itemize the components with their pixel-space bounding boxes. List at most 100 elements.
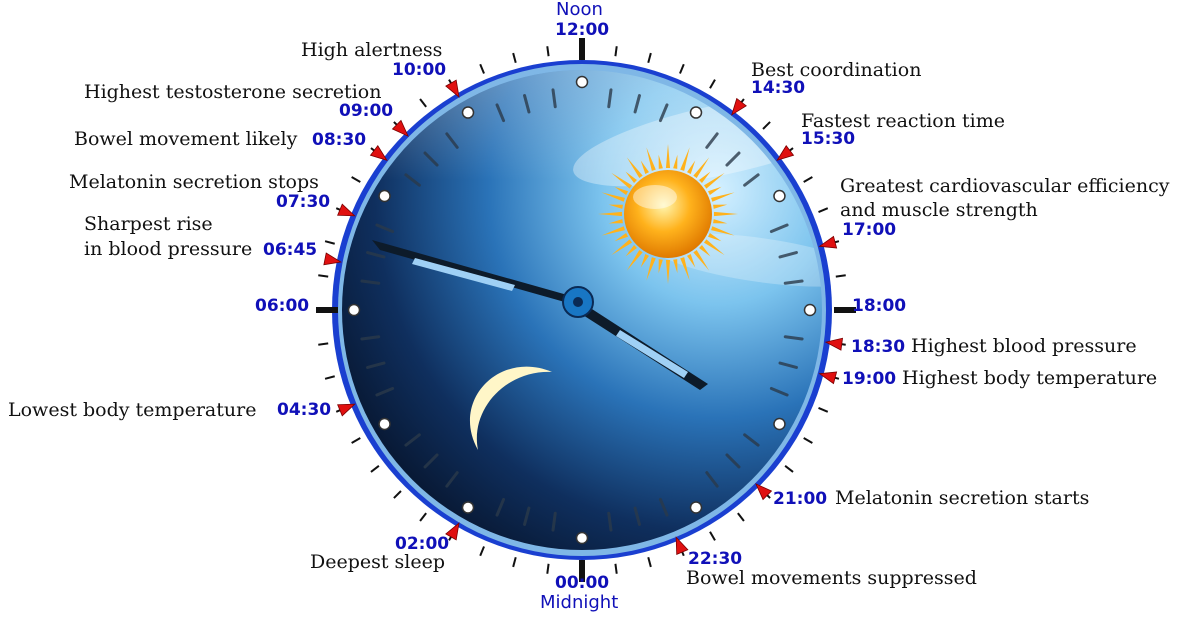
inner-tick	[769, 386, 789, 397]
six-am-time: 06:00	[255, 296, 310, 316]
hour-dot	[575, 531, 589, 545]
sun-ray	[601, 226, 625, 236]
hour-dot	[378, 417, 391, 431]
inner-tick	[705, 471, 719, 488]
inner-tick	[423, 151, 439, 167]
sun-ray	[640, 254, 649, 268]
clock-hands	[372, 240, 708, 390]
sun-ray	[693, 249, 710, 271]
inner-tick	[375, 223, 395, 234]
noon-caption: Noon	[556, 0, 603, 20]
outer-tick	[818, 207, 829, 213]
outer-tick	[546, 563, 550, 574]
sun-ray	[713, 219, 728, 224]
outer-tick	[647, 52, 652, 63]
inner-tick	[423, 453, 439, 469]
outer-tick	[546, 46, 550, 57]
sun-ray	[687, 254, 696, 268]
inner-tick	[658, 103, 669, 123]
inner-tick	[705, 132, 719, 149]
midnight-time: 00:00	[555, 573, 610, 593]
inner-tick	[445, 132, 459, 149]
sun-ray	[680, 147, 690, 171]
event-label-highest-body-temp: Highest body temperature	[902, 367, 1158, 389]
event-time-bowel-suppressed: 22:30	[688, 549, 743, 569]
sun-ray	[611, 172, 633, 189]
hour-dot	[461, 106, 475, 119]
event-time-highest-body-temp: 19:00	[842, 369, 897, 389]
outer-tick	[709, 531, 716, 541]
marker-cardio-efficiency	[818, 235, 838, 249]
sun-ray	[673, 259, 678, 274]
marker-fastest-reaction	[776, 145, 795, 161]
inner-tick	[633, 506, 641, 526]
sun-ray	[693, 157, 710, 179]
inner-tick	[769, 223, 789, 234]
event-label-high-alertness: High alertness	[301, 39, 443, 61]
outer-tick	[803, 437, 813, 444]
outer-tick	[614, 563, 618, 574]
inner-tick	[404, 433, 421, 447]
outer-tick	[419, 512, 427, 522]
event-label-best-coordination: Best coordination	[751, 59, 922, 81]
event-label-bowel-movement-likely: Bowel movement likely	[74, 128, 298, 150]
inner-tick	[360, 335, 381, 341]
outer-tick	[784, 465, 794, 473]
sun-ray	[611, 239, 633, 256]
marker-highest-bp	[824, 337, 844, 351]
inner-tick	[783, 279, 804, 285]
event-time-melatonin-starts: 21:00	[773, 489, 828, 509]
sun-ray	[711, 192, 735, 202]
sun-ray	[665, 259, 671, 284]
event-time-melatonin-stops: 07:30	[276, 192, 331, 212]
event-time-sharpest-rise: 06:45	[263, 240, 318, 260]
outer-tick	[709, 79, 716, 89]
inner-tick	[725, 151, 741, 167]
inner-tick	[495, 497, 506, 517]
outer-tick	[351, 176, 361, 183]
sun-ray	[699, 171, 711, 183]
sun-ray	[703, 172, 725, 189]
sun-ray	[608, 204, 623, 209]
marker-melatonin-starts	[755, 483, 773, 501]
outer-tick	[393, 490, 402, 499]
outer-tick	[479, 63, 485, 74]
outer-tick	[351, 437, 361, 444]
outer-tick	[818, 407, 829, 413]
marker-highest-body-temp	[818, 371, 838, 385]
sun-ray	[598, 211, 623, 217]
sun-icon	[598, 144, 738, 284]
sun-ray	[601, 192, 625, 202]
sun-ray	[673, 154, 678, 169]
event-time-cardio: 17:00	[842, 220, 897, 240]
marker-sharpest-rise-bp	[323, 252, 342, 266]
sun-ray	[713, 204, 728, 209]
marker-bowel-movement-likely	[369, 145, 388, 161]
event-time-lowest-body-temp: 04:30	[277, 400, 332, 420]
outer-tick	[762, 121, 771, 130]
event-time-highest-bp: 18:30	[851, 337, 906, 357]
sun-ray	[658, 259, 663, 274]
sun-ray	[614, 186, 628, 195]
event-label-melatonin-starts: Melatonin secretion starts	[835, 487, 1090, 509]
hour-dot	[575, 75, 589, 89]
outer-tick	[318, 342, 329, 346]
inner-tick	[743, 173, 760, 187]
event-label-melatonin-stops: Melatonin secretion stops	[69, 171, 319, 193]
outer-tick	[835, 274, 846, 278]
inner-tick	[360, 279, 381, 285]
event-label-cardio-line2: and muscle strength	[840, 199, 1038, 221]
sun-ray	[614, 233, 628, 242]
sun-ray	[646, 147, 656, 171]
hour-dot	[689, 106, 703, 119]
event-time-best-coordination: 14:30	[751, 78, 806, 98]
sun-ray	[699, 245, 711, 257]
inner-tick	[658, 497, 669, 517]
event-label-fastest-reaction: Fastest reaction time	[801, 110, 1005, 132]
marker-high-alertness	[445, 79, 460, 98]
event-label-sharpest-rise-line1: Sharpest rise	[84, 213, 213, 235]
marker-highest-testosterone	[391, 119, 409, 137]
noon-time: 12:00	[555, 20, 610, 40]
event-label-highest-testosterone: Highest testosterone secretion	[84, 81, 382, 103]
